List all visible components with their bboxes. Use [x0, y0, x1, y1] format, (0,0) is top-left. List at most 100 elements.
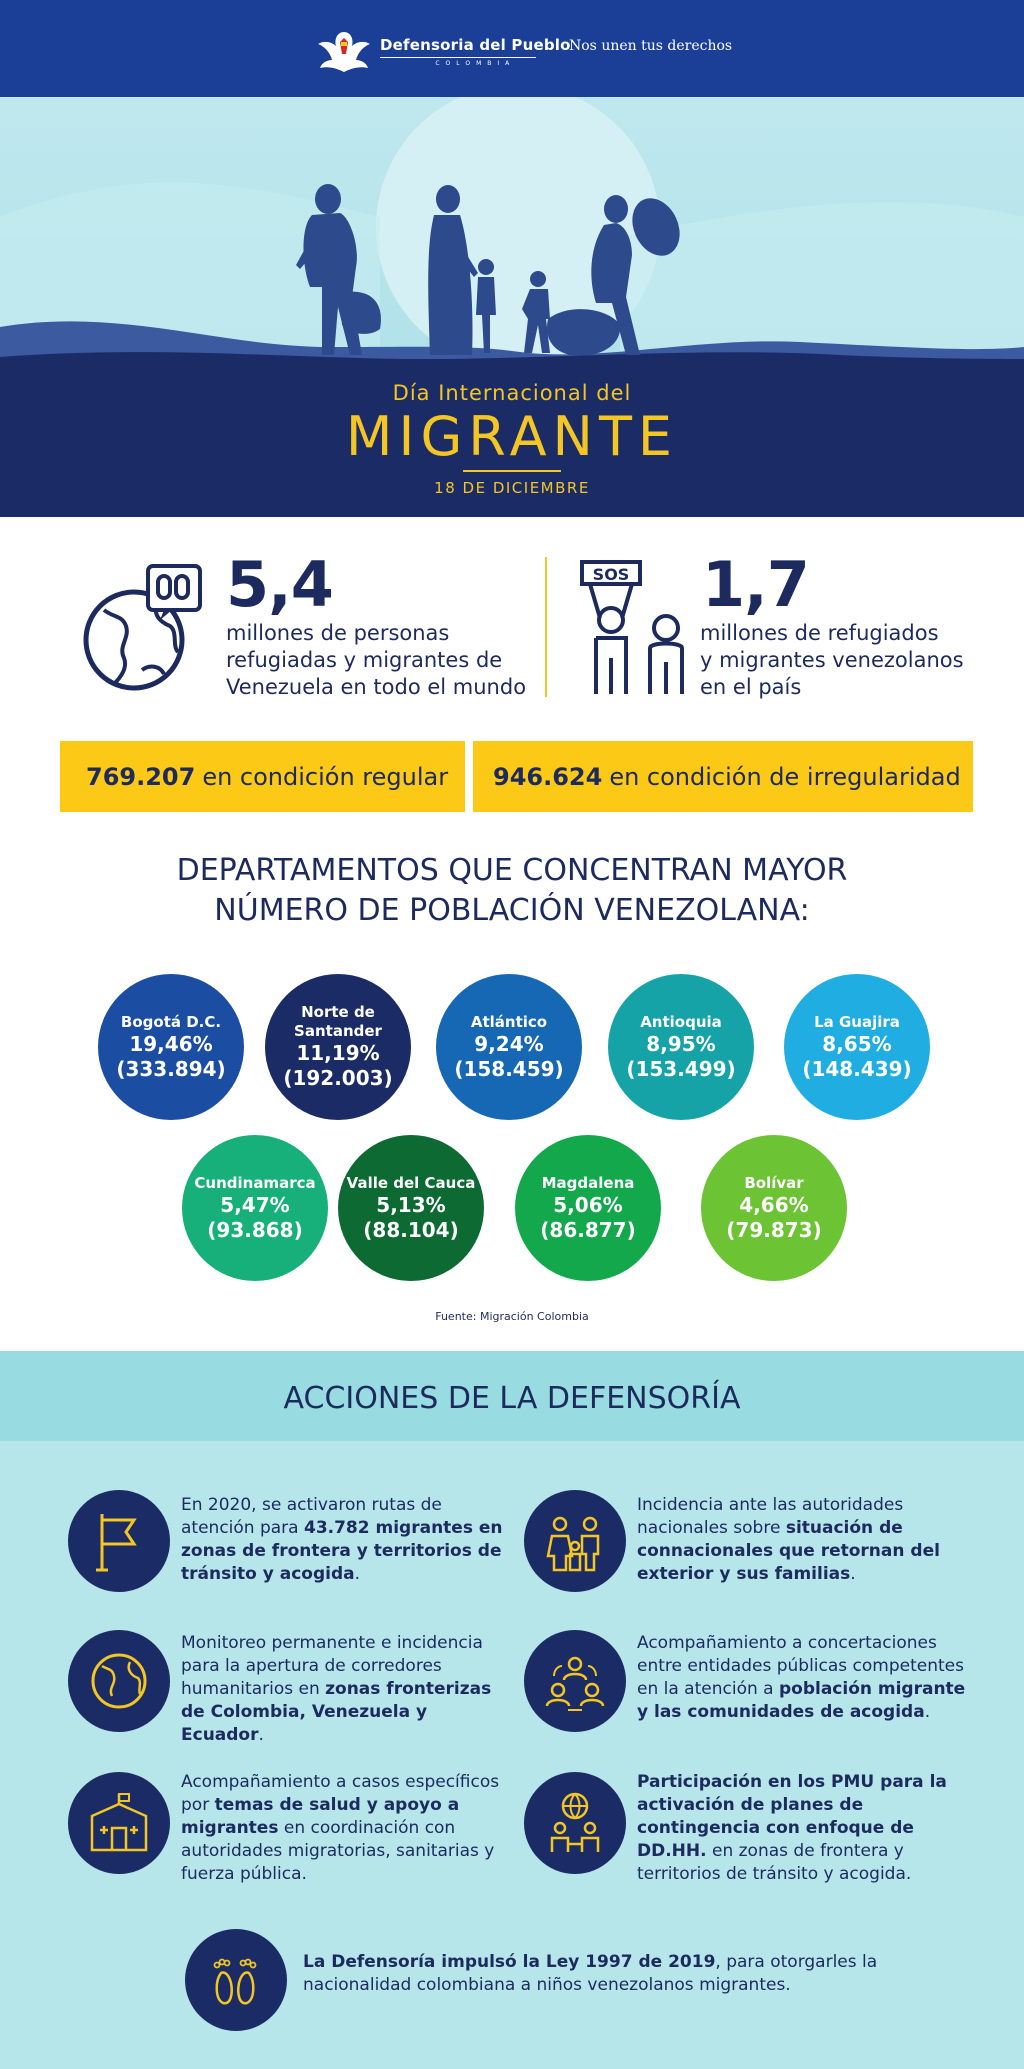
- actions-header-band: [0, 1351, 1024, 1441]
- action-icon-circle: [185, 1929, 287, 2031]
- dept-name: Norte de: [301, 1003, 375, 1021]
- globe-people-icon: [550, 1792, 600, 1852]
- org-name: Defensoria del Pueblo: [380, 35, 571, 54]
- action-text-2: Incidencia ante las autoridades nacional…: [637, 1494, 967, 1586]
- tagline: Nos unen tus derechos: [569, 38, 733, 54]
- action-text-regular: .: [258, 1725, 264, 1745]
- sos-people-icon: SOS: [580, 560, 684, 694]
- org-country: COLOMBIA: [435, 59, 516, 67]
- stat-number-country: 1,7: [702, 548, 810, 621]
- action-text-bold: La Defensoría impulsó la Ley 1997 de 201…: [303, 1952, 716, 1972]
- dept-percent: 11,19%: [296, 1041, 380, 1065]
- action-icon-circle: [524, 1630, 626, 1732]
- top-bar: Defensoria del Pueblo COLOMBIA Nos unen …: [0, 0, 1024, 97]
- svg-text:SOS: SOS: [593, 565, 630, 584]
- action-text-regular: .: [354, 1564, 361, 1584]
- flag-icon: [96, 1514, 137, 1572]
- dept-count: (88.104): [363, 1217, 459, 1242]
- dept-name: Antioquia: [640, 1012, 722, 1031]
- stat-line: y migrantes venezolanos: [700, 648, 964, 672]
- action-text-4: Acompañamiento a concertaciones entre en…: [637, 1632, 967, 1724]
- source-note: Fuente: Migración Colombia: [435, 1310, 589, 1323]
- irregular-status-box: 946.624 en condición de irregularidad: [473, 741, 973, 812]
- dept-name: Atlántico: [470, 1012, 548, 1031]
- dept-count: (148.439): [802, 1056, 912, 1081]
- action-text-regular: en zonas de frontera y territorios de tr…: [637, 1841, 912, 1884]
- dept-circle-valle-del-cauca: Valle del Cauca 5,13% (88.104): [338, 1135, 484, 1281]
- dept-name: La Guajira: [814, 1012, 900, 1031]
- action-text-regular: Monitoreo permanente e incidencia para l…: [181, 1633, 483, 1699]
- action-icon-circle: [68, 1490, 170, 1592]
- dept-name: Magdalena: [541, 1173, 635, 1192]
- action-icon-circle: [68, 1772, 170, 1874]
- action-text-5: Acompañamiento a casos específicos por t…: [181, 1771, 501, 1886]
- action-text-regular: , para otorgarles la nacionalidad colomb…: [303, 1952, 878, 1995]
- action-text-regular: Incidencia ante las autoridades nacional…: [637, 1495, 904, 1538]
- action-icon-circle: [524, 1772, 626, 1874]
- action-text-regular: en coordinación con autoridades migrator…: [181, 1818, 495, 1884]
- action-text-bold: temas de salud y apoyo a migrantes: [181, 1795, 460, 1838]
- action-text-regular: .: [924, 1702, 931, 1722]
- dept-count: (93.868): [207, 1217, 303, 1242]
- group-meeting-icon: [545, 1656, 605, 1711]
- hero-banner: Día Internacional del MIGRANTE 18 DE DIC…: [0, 97, 1024, 517]
- dept-percent: 4,66%: [739, 1192, 809, 1217]
- dept-name: Valle del Cauca: [346, 1173, 476, 1192]
- dept-circle-bogota: Bogotá D.C. 19,46% (333.894): [98, 974, 244, 1120]
- action-text-bold: situación de connacionales que retornan …: [637, 1518, 940, 1584]
- dept-name: Bogotá D.C.: [120, 1012, 222, 1031]
- action-text-bold: 43.782 migrantes en zonas de frontera y …: [181, 1518, 503, 1584]
- stat-text-world: millones de personas refugiadas y migran…: [226, 620, 536, 701]
- action-text-bold: Participación en los PMU para la activac…: [637, 1772, 947, 1861]
- dept-circle-cundinamarca: Cundinamarca 5,47% (93.868): [182, 1135, 328, 1281]
- globe-icon: [91, 1653, 147, 1709]
- regular-count: 769.207: [86, 762, 196, 791]
- globe-chain-icon: [83, 564, 202, 691]
- dept-count: (86.877): [540, 1217, 636, 1242]
- action-text-regular: Acompañamiento a casos específicos por: [181, 1772, 500, 1815]
- dept-circle-norte-de-santander: Norte de Santander 11,19% (192.003): [265, 974, 411, 1120]
- hero-title: MIGRANTE: [345, 405, 679, 468]
- dept-count: (153.499): [626, 1056, 736, 1081]
- action-text-7: La Defensoría impulsó la Ley 1997 de 201…: [303, 1951, 903, 1997]
- dept-count: (333.894): [116, 1056, 226, 1081]
- stat-text-country: millones de refugiados y migrantes venez…: [700, 620, 1000, 701]
- dept-percent: 5,13%: [376, 1192, 446, 1217]
- title-line: NÚMERO DE POBLACIÓN VENEZOLANA:: [214, 893, 810, 928]
- actions-title: ACCIONES DE LA DEFENSORÍA: [283, 1381, 741, 1416]
- title-line: DEPARTAMENTOS QUE CONCENTRAN MAYOR: [176, 853, 848, 888]
- dept-circle-magdalena: Magdalena 5,06% (86.877): [515, 1135, 661, 1281]
- action-text-bold: zonas fronterizas de Colombia, Venezuela…: [181, 1679, 492, 1745]
- actions-section: [0, 1441, 1024, 2069]
- migrants-silhouette-illustration: [0, 97, 1024, 517]
- irregular-label: en condición de irregularidad: [609, 762, 961, 791]
- action-text-regular: En 2020, se activaron rutas de atención …: [181, 1495, 442, 1538]
- action-icon-circle: [68, 1630, 170, 1732]
- action-icon-circle: [524, 1490, 626, 1592]
- dept-circle-bolivar: Bolívar 4,66% (79.873): [701, 1135, 847, 1281]
- action-text-bold: población migrante y las comunidades de …: [637, 1679, 966, 1722]
- dept-percent: 5,06%: [553, 1192, 623, 1217]
- stat-line: refugiadas y migrantes de: [226, 648, 503, 672]
- dept-circle-la-guajira: La Guajira 8,65% (148.439): [784, 974, 930, 1120]
- hero-rule: [463, 470, 561, 472]
- dept-percent: 8,65%: [822, 1031, 892, 1056]
- action-text-1: En 2020, se activaron rutas de atención …: [181, 1494, 511, 1586]
- stat-line: Venezuela en todo el mundo: [226, 675, 527, 699]
- departments-title: DEPARTAMENTOS QUE CONCENTRAN MAYOR NÚMER…: [0, 851, 1024, 931]
- dept-count: (79.873): [726, 1217, 822, 1242]
- stats-divider: [545, 557, 547, 697]
- regular-status-box: 769.207 en condición regular: [60, 741, 465, 812]
- action-text-6: Participación en los PMU para la activac…: [637, 1771, 957, 1886]
- dept-count: (158.459): [454, 1056, 564, 1081]
- dept-percent: 8,95%: [646, 1031, 716, 1056]
- footprints-icon: [213, 1958, 257, 2005]
- action-text-regular: .: [850, 1564, 856, 1584]
- health-tent-icon: [90, 1793, 148, 1852]
- dept-percent: 9,24%: [474, 1031, 544, 1056]
- dept-count: (192.003): [283, 1066, 393, 1090]
- regular-label: en condición regular: [202, 762, 449, 791]
- dept-circle-atlantico: Atlántico 9,24% (158.459): [436, 974, 582, 1120]
- action-text-3: Monitoreo permanente e incidencia para l…: [181, 1632, 501, 1747]
- dept-name: Santander: [294, 1022, 382, 1040]
